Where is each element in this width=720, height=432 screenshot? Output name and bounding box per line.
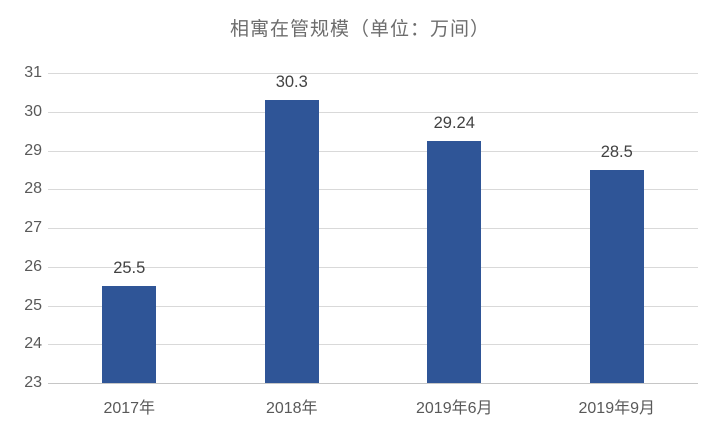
- bar-value-label: 25.5: [113, 259, 146, 278]
- gridline: [48, 111, 698, 113]
- x-axis-label: 2019年9月: [578, 400, 656, 417]
- bar-value-label: 28.5: [600, 142, 633, 161]
- bar: [102, 286, 157, 383]
- gridline: [48, 73, 698, 74]
- gridline: [48, 344, 698, 346]
- y-tick-label: 30: [24, 102, 42, 120]
- gridline: [48, 150, 698, 152]
- gridline: [48, 305, 698, 307]
- x-axis-line: [48, 383, 698, 384]
- bar: [427, 141, 482, 383]
- y-tick-label: 29: [24, 141, 42, 159]
- y-tick-label: 26: [24, 257, 42, 275]
- x-axis-label: 2017年: [103, 400, 156, 417]
- x-axis-label: 2018年: [265, 400, 318, 417]
- y-tick-label: 24: [24, 335, 42, 353]
- y-tick-label: 25: [24, 296, 42, 314]
- gridline: [48, 189, 698, 191]
- chart-title: 相寓在管规模（单位：万间）: [229, 19, 490, 40]
- gridline: [48, 266, 698, 268]
- x-axis-label: 2019年6月: [416, 400, 493, 417]
- plot-area: 25.5 30.3 29.24 28.5: [48, 73, 698, 384]
- gridline: [48, 228, 698, 229]
- bar: [589, 169, 644, 383]
- bar: [264, 100, 319, 383]
- y-axis-tick-labels: 23 24 25 26 27 28 29 30 31: [0, 0, 42, 432]
- bar-value-label: 30.3: [275, 73, 308, 92]
- y-tick-label: 28: [24, 180, 42, 198]
- bar-value-label: 29.24: [433, 114, 475, 133]
- y-tick-label: 31: [24, 64, 42, 81]
- y-tick-label: 27: [24, 219, 42, 236]
- y-tick-label: 23: [24, 374, 42, 391]
